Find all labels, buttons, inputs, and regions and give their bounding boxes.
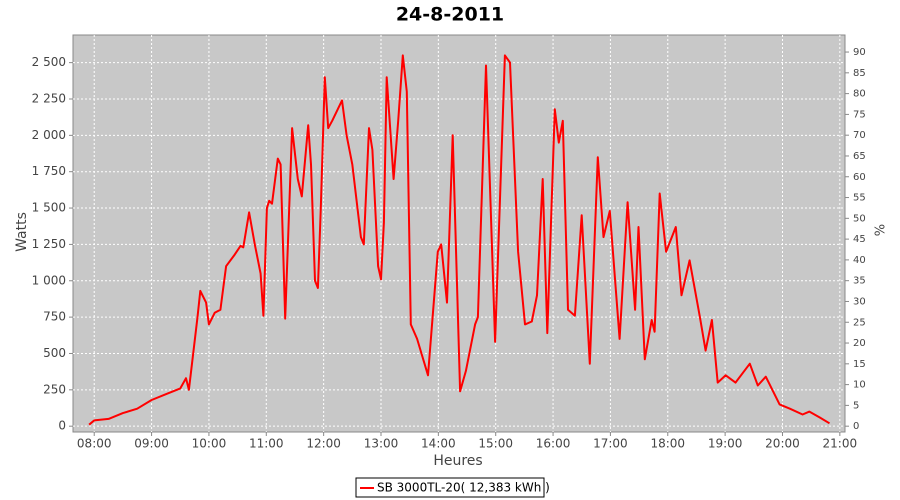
- data-line: [88, 54, 831, 426]
- y-tick-label: 1 000: [32, 273, 66, 287]
- y2-tick-label: 0: [853, 421, 859, 432]
- x-tick-label: 15:00: [478, 437, 513, 451]
- y2-tick-label: 85: [853, 68, 866, 79]
- x-axis-label: Heures: [433, 453, 482, 469]
- y2-tick-label: 40: [853, 255, 866, 266]
- y2-tick-label: 90: [853, 47, 866, 58]
- y-tick-label: 250: [43, 382, 66, 396]
- y-axis-label: Watts: [14, 212, 30, 252]
- y2-tick-label: 60: [853, 172, 866, 183]
- y2-tick-label: 45: [853, 234, 866, 245]
- y2-tick-label: 35: [853, 276, 866, 287]
- y2-tick-label: 50: [853, 213, 866, 224]
- legend-label: SB 3000TL-20( 12,383 kWh ): [377, 481, 550, 495]
- y2-axis-label: %: [874, 224, 889, 236]
- y2-tick-label: 55: [853, 193, 866, 204]
- x-tick-label: 12:00: [306, 437, 341, 451]
- y2-tick-label: 25: [853, 317, 866, 328]
- x-tick-label: 21:00: [823, 437, 858, 451]
- chart-title: 24-8-2011: [396, 4, 504, 26]
- x-tick-label: 18:00: [650, 437, 685, 451]
- y2-tick-label: 30: [853, 296, 866, 307]
- y2-tick-label: 65: [853, 151, 866, 162]
- y-tick-label: 0: [58, 419, 66, 433]
- y2-tick-label: 70: [853, 130, 866, 141]
- y2-tick-label: 20: [853, 338, 866, 349]
- y2-tick-label: 10: [853, 380, 866, 391]
- x-tick-label: 09:00: [134, 437, 169, 451]
- y-tick-label: 2 500: [32, 55, 66, 69]
- y-tick-label: 750: [43, 310, 66, 324]
- y-tick-label: 1 750: [32, 164, 66, 178]
- x-tick-label: 14:00: [421, 437, 456, 451]
- x-tick-label: 17:00: [593, 437, 628, 451]
- y-tick-label: 500: [43, 346, 66, 360]
- y2-tick-label: 15: [853, 359, 866, 370]
- y2-tick-label: 80: [853, 89, 866, 100]
- x-tick-label: 10:00: [192, 437, 227, 451]
- y2-tick-label: 5: [853, 400, 859, 411]
- y-tick-label: 2 250: [32, 91, 66, 105]
- x-tick-label: 20:00: [765, 437, 800, 451]
- x-tick-label: 16:00: [536, 437, 571, 451]
- y-tick-label: 1 500: [32, 201, 66, 215]
- y-tick-label: 1 250: [32, 237, 66, 251]
- x-tick-label: 13:00: [364, 437, 399, 451]
- x-tick-label: 19:00: [708, 437, 743, 451]
- legend: [355, 477, 545, 498]
- y2-tick-label: 75: [853, 109, 866, 120]
- y-tick-label: 2 000: [32, 128, 66, 142]
- x-tick-label: 08:00: [77, 437, 112, 451]
- x-tick-label: 11:00: [249, 437, 284, 451]
